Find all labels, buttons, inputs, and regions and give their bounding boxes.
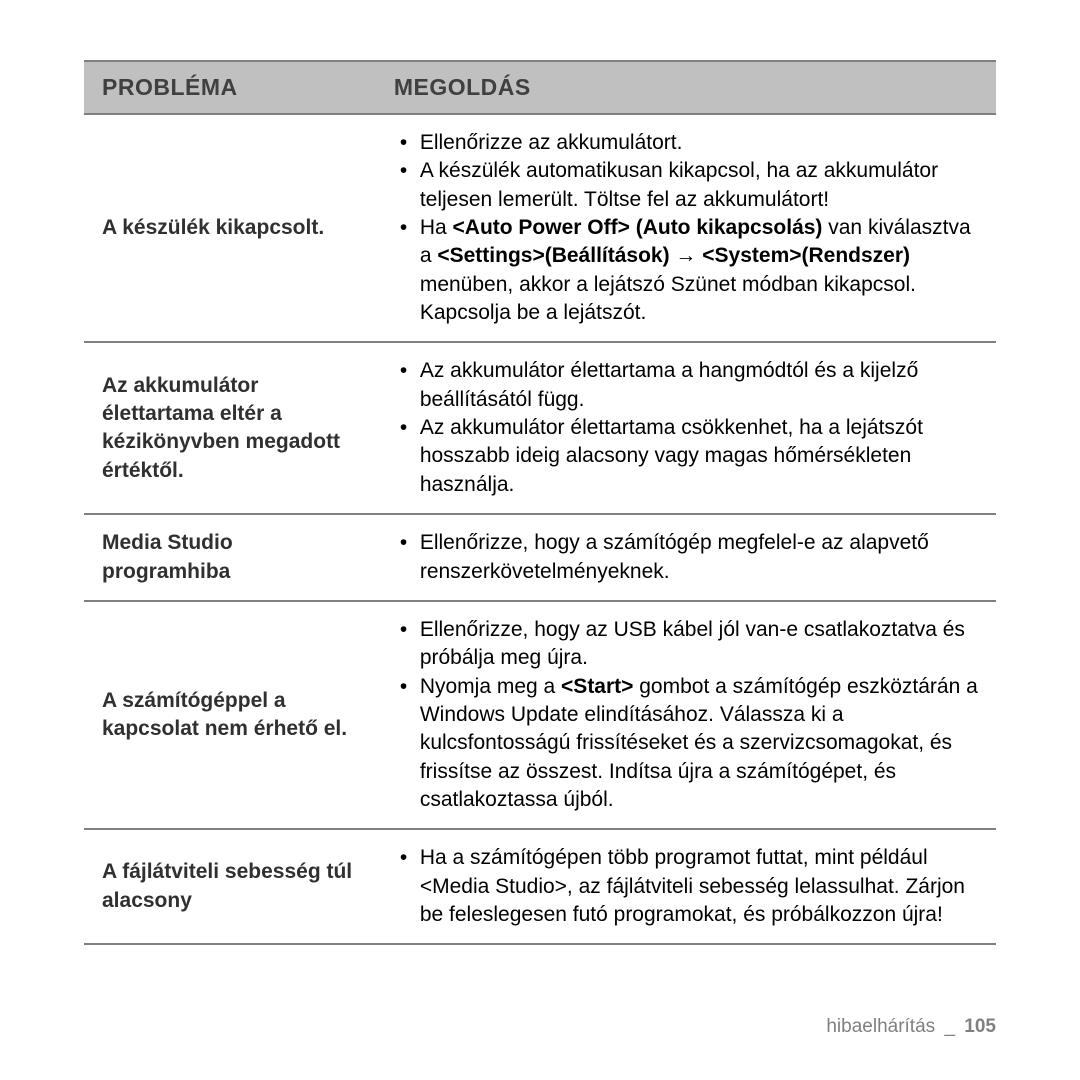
problem-cell: A számítógéppel a kapcsolat nem érhető e… [84, 601, 376, 829]
footer-separator: _ [940, 1016, 959, 1037]
footer-page-number: 105 [964, 1016, 996, 1037]
solution-item: Az akkumulátor élettartama csökkenhet, h… [418, 414, 980, 499]
bold-text: <Auto Power Off> (Auto kikapcsolás) [453, 216, 823, 239]
footer-section: hibaelhárítás [826, 1016, 935, 1037]
text: Ellenőrizze, hogy a számítógép megfelel-… [420, 531, 929, 582]
solution-list: Az akkumulátor élettartama a hangmódtól … [394, 357, 980, 499]
troubleshooting-table: PROBLÉMA MEGOLDÁS A készülék kikapcsolt.… [84, 60, 996, 945]
header-solution: MEGOLDÁS [376, 61, 996, 114]
problem-cell: Az akkumulátor élettartama eltér a kézik… [84, 342, 376, 514]
table-body: A készülék kikapcsolt.Ellenőrizze az akk… [84, 114, 996, 944]
text: Ellenőrizze az akkumulátort. [420, 131, 683, 154]
problem-cell: A fájlátviteli sebesség túl alacsony [84, 829, 376, 944]
solution-cell: Ellenőrizze az akkumulátort. A készülék a… [376, 114, 996, 342]
solution-item: Ha a számítógépen több programot futtat,… [418, 844, 980, 929]
solution-list: Ellenőrizze az akkumulátort. A készülék a… [394, 129, 980, 327]
solution-item: Ellenőrizze, hogy a számítógép megfelel-… [418, 529, 980, 586]
text: Nyomja meg a [420, 675, 561, 698]
bold-text: <System>(Rendszer) [702, 244, 910, 267]
solution-item: Ellenőrizze, hogy az USB kábel jól van-e… [418, 616, 980, 673]
solution-list: Ellenőrizze, hogy a számítógép megfelel-… [394, 529, 980, 586]
text: menüben, akkor a lejátszó Szünet módban … [420, 273, 916, 324]
bold-text: <Settings>(Beállítások) → [437, 244, 696, 267]
problem-cell: A készülék kikapcsolt. [84, 114, 376, 342]
solution-item: Az akkumulátor élettartama a hangmódtól … [418, 357, 980, 414]
solution-cell: Ellenőrizze, hogy a számítógép megfelel-… [376, 514, 996, 601]
text: Ellenőrizze, hogy az USB kábel jól van-e… [420, 618, 965, 669]
bold-text: <Start> [561, 675, 633, 698]
header-problem: PROBLÉMA [84, 61, 376, 114]
page: PROBLÉMA MEGOLDÁS A készülék kikapcsolt.… [0, 0, 1080, 1080]
page-footer: hibaelhárítás _ 105 [826, 1016, 996, 1038]
table-row: Az akkumulátor élettartama eltér a kézik… [84, 342, 996, 514]
table-row: Media Studio programhiba Ellenőrizze, hog… [84, 514, 996, 601]
solution-list: Ha a számítógépen több programot futtat,… [394, 844, 980, 929]
solution-list: Ellenőrizze, hogy az USB kábel jól van-e… [394, 616, 980, 814]
text: Az akkumulátor élettartama csökkenhet, h… [420, 416, 923, 496]
solution-item: Ha <Auto Power Off> (Auto kikapcsolás) v… [418, 214, 980, 327]
table-row: A készülék kikapcsolt.Ellenőrizze az akk… [84, 114, 996, 342]
text: Az akkumulátor élettartama a hangmódtól … [420, 359, 918, 410]
text: Ha a számítógépen több programot futtat,… [420, 846, 965, 926]
solution-item: Nyomja meg a <Start> gombot a számítógép… [418, 673, 980, 815]
solution-item: Ellenőrizze az akkumulátort. [418, 129, 980, 157]
solution-item: A készülék automatikusan kikapcsol, ha a… [418, 157, 980, 214]
solution-cell: Az akkumulátor élettartama a hangmódtól … [376, 342, 996, 514]
table-row: A fájlátviteli sebesség túl alacsony Ha a… [84, 829, 996, 944]
solution-cell: Ha a számítógépen több programot futtat,… [376, 829, 996, 944]
text: Ha [420, 216, 453, 239]
solution-cell: Ellenőrizze, hogy az USB kábel jól van-e… [376, 601, 996, 829]
text: A készülék automatikusan kikapcsol, ha a… [420, 159, 938, 210]
table-header-row: PROBLÉMA MEGOLDÁS [84, 61, 996, 114]
table-row: A számítógéppel a kapcsolat nem érhető e… [84, 601, 996, 829]
problem-cell: Media Studio programhiba [84, 514, 376, 601]
